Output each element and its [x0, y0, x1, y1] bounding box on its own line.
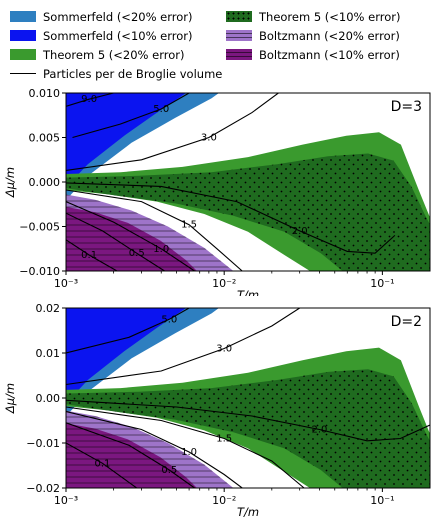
contour-line — [66, 308, 300, 386]
legend-item: Sommerfeld (<10% error) — [10, 27, 192, 44]
theorem5-10-dots — [66, 369, 430, 488]
contour-line — [66, 189, 243, 271]
panel-label: D=2 — [391, 314, 422, 330]
contour-line — [66, 201, 195, 271]
y-tick-label: 0.02 — [36, 302, 61, 315]
contour-line — [66, 93, 279, 171]
sommerfeld-10-region — [66, 308, 187, 404]
contour-line — [66, 182, 396, 254]
contour-label: 9.0 — [81, 94, 97, 105]
contour-label: 3.0 — [216, 344, 232, 355]
theorem5-10-dots — [66, 153, 430, 271]
contour-label: 2.0 — [311, 425, 327, 436]
contour-label: 1.5 — [216, 434, 232, 445]
legend-color-swatch — [226, 11, 252, 22]
legend-color-swatch — [10, 49, 36, 60]
x-tick-label: 10⁻¹ — [370, 494, 394, 507]
legend-label: Boltzmann (<20% error) — [259, 28, 400, 43]
y-tick-label: 0.000 — [29, 176, 61, 189]
legend-line-swatch — [10, 73, 36, 74]
legend-color-swatch — [10, 11, 36, 22]
contour-label: 1.0 — [181, 447, 197, 458]
legend-label: Theorem 5 (<10% error) — [259, 9, 401, 24]
legend-item: Theorem 5 (<20% error) — [10, 46, 184, 63]
y-tick-label: 0.01 — [36, 347, 61, 360]
x-tick-label: 10⁻² — [212, 494, 236, 507]
contour-label: 0.5 — [129, 248, 145, 259]
contour-label: 5.0 — [153, 104, 169, 115]
contour-line — [66, 406, 305, 488]
contour-line — [66, 308, 190, 354]
x-axis-label: T/m — [237, 505, 259, 519]
y-tick-label: −0.01 — [26, 437, 60, 450]
boltzmann-10-hatch — [66, 423, 197, 488]
legend-label: Boltzmann (<10% error) — [259, 47, 400, 62]
y-tick-label: 0.010 — [29, 87, 61, 100]
x-axis-label: T/m — [237, 288, 259, 296]
y-tick-label: −0.010 — [19, 265, 60, 278]
x-tick-label: 10⁻³ — [54, 277, 78, 290]
legend-label: Sommerfeld (<10% error) — [43, 28, 193, 43]
legend-label: Sommerfeld (<20% error) — [43, 9, 193, 24]
legend-item: Particles per de Broglie volume — [10, 65, 222, 82]
y-axis-label: Δμ/m — [3, 167, 17, 198]
boltzmann-10-hatch — [66, 206, 197, 271]
contour-line — [66, 442, 138, 488]
legend-color-swatch — [226, 30, 252, 41]
panel-label: D=3 — [391, 99, 422, 115]
legend-color-swatch — [226, 49, 252, 60]
contour-label: 3.0 — [201, 133, 217, 144]
y-tick-label: 0.00 — [36, 392, 61, 405]
legend-item: Boltzmann (<20% error) — [226, 27, 400, 44]
chart-panel-d3: 5.0 9.0 3.0 2.0 1.5 1.0 0.5 0.1 D=3 −0.010 −0.005 0… — [3, 87, 431, 296]
y-axis-label: Δμ/m — [3, 383, 17, 414]
legend-item: Sommerfeld (<20% error) — [10, 8, 192, 25]
legend-color-swatch — [10, 30, 36, 41]
x-tick-label: 10⁻³ — [54, 494, 78, 507]
legend-item: Boltzmann (<10% error) — [226, 46, 400, 63]
x-tick-label: 10⁻¹ — [370, 277, 394, 290]
contour-label: 0.1 — [95, 458, 111, 469]
contour-line — [66, 212, 165, 271]
sommerfeld-10-region — [66, 93, 187, 188]
contour-line — [66, 239, 118, 271]
y-tick-label: −0.02 — [26, 482, 60, 495]
legend-label: Particles per de Broglie volume — [43, 66, 223, 81]
contour-line — [66, 422, 195, 488]
contour-line — [66, 410, 243, 488]
legend-label: Theorem 5 (<20% error) — [43, 47, 185, 62]
legend: Sommerfeld (<20% error) Sommerfeld (<10% … — [4, 4, 435, 84]
contour-label: 1.5 — [181, 220, 197, 231]
chart-panel-d2: 5.0 3.0 2.0 1.5 1.0 0.5 0.1 D=2 −0.02 −0.01 0.00 0.… — [3, 302, 431, 519]
contour-label: 2.0 — [292, 226, 308, 237]
contour-label: 1.0 — [153, 244, 169, 255]
y-tick-label: 0.005 — [29, 132, 61, 145]
contour-label: 0.5 — [161, 465, 177, 476]
contour-line — [66, 93, 114, 107]
legend-item: Theorem 5 (<10% error) — [226, 8, 400, 25]
y-tick-label: −0.005 — [19, 221, 60, 234]
contour-line — [72, 93, 190, 139]
contour-line — [66, 399, 430, 442]
x-tick-label: 10⁻² — [212, 277, 236, 290]
contour-label: 0.1 — [81, 250, 97, 261]
contour-label: 5.0 — [161, 314, 177, 325]
